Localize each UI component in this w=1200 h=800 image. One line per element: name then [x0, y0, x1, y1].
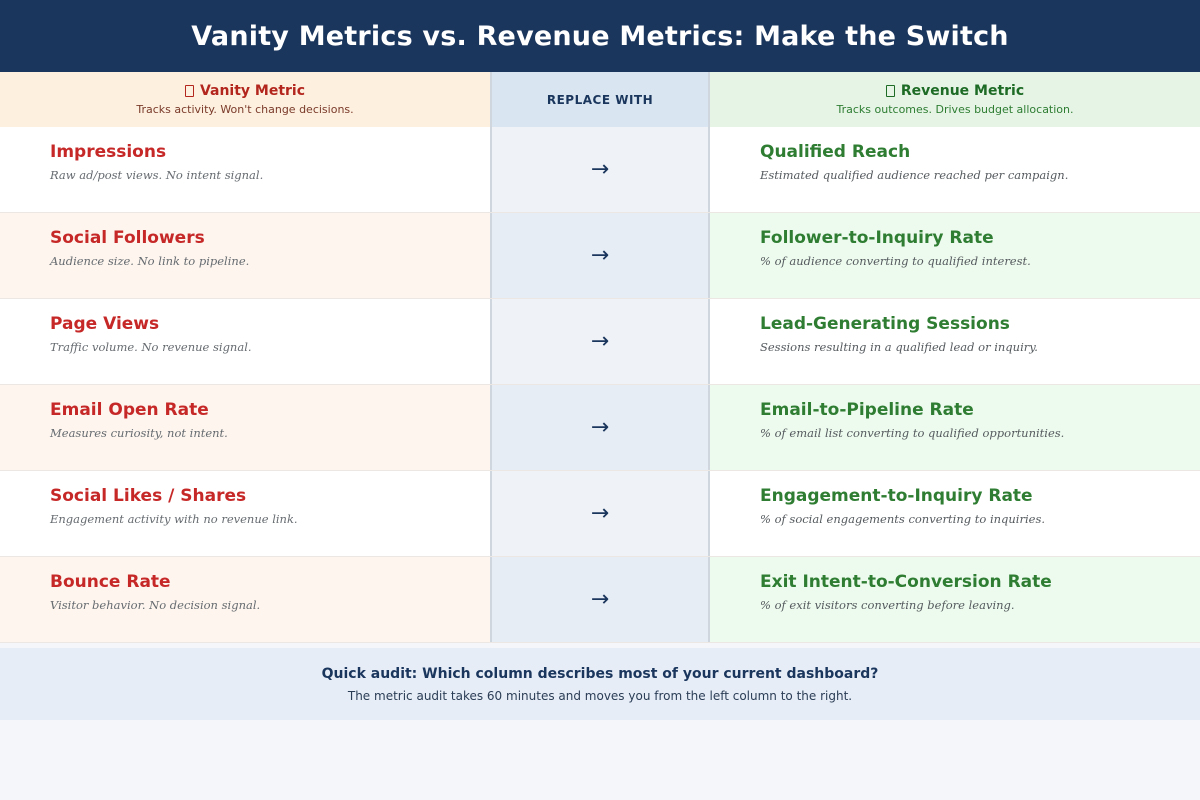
table-row: Email Open Rate Measures curiosity, not …: [0, 385, 1200, 471]
revenue-metric-name: Email-to-Pipeline Rate: [760, 400, 974, 420]
replace-column-header: REPLACE WITH: [490, 72, 710, 127]
audit-question: Quick audit: Which column describes most…: [321, 665, 879, 682]
vanity-metric-description: Raw ad/post views. No intent signal.: [50, 168, 264, 182]
table-header: Vanity Metric Tracks activity. Won't cha…: [0, 72, 1200, 127]
vanity-cell: Email Open Rate Measures curiosity, not …: [0, 385, 490, 470]
vanity-metric-description: Audience size. No link to pipeline.: [50, 254, 250, 268]
vanity-cell: Page Views Traffic volume. No revenue si…: [0, 299, 490, 384]
revenue-cell: Exit Intent-to-Conversion Rate % of exit…: [710, 557, 1200, 642]
table-row: Impressions Raw ad/post views. No intent…: [0, 127, 1200, 213]
audit-subtext: The metric audit takes 60 minutes and mo…: [347, 688, 853, 703]
vanity-metric-description: Visitor behavior. No decision signal.: [50, 598, 261, 612]
vanity-metric-name: Impressions: [50, 142, 167, 162]
revenue-metric-description: Sessions resulting in a qualified lead o…: [760, 340, 1038, 354]
arrow-cell: →: [490, 471, 710, 556]
arrow-cell: →: [490, 213, 710, 298]
vanity-metric-description: Traffic volume. No revenue signal.: [50, 340, 252, 354]
vanity-metric-name: Page Views: [50, 314, 160, 334]
revenue-cell: Lead-Generating Sessions Sessions result…: [710, 299, 1200, 384]
revenue-metric-description: % of exit visitors converting before lea…: [760, 598, 1015, 612]
revenue-metric-name: Lead-Generating Sessions: [760, 314, 1010, 334]
vanity-metric-name: Bounce Rate: [50, 572, 171, 592]
table-row: Social Likes / Shares Engagement activit…: [0, 471, 1200, 557]
page-title: Vanity Metrics vs. Revenue Metrics: Make…: [0, 0, 1200, 72]
arrow-cell: →: [490, 557, 710, 642]
vanity-metric-description: Measures curiosity, not intent.: [50, 426, 228, 440]
vanity-metric-name: Email Open Rate: [50, 400, 209, 420]
missing-glyph-icon: [184, 85, 194, 97]
revenue-metric-description: % of email list converting to qualified …: [760, 426, 1065, 440]
vanity-cell: Social Followers Audience size. No link …: [0, 213, 490, 298]
vanity-cell: Bounce Rate Visitor behavior. No decisio…: [0, 557, 490, 642]
revenue-header-subtitle: Tracks outcomes. Drives budget allocatio…: [836, 103, 1074, 116]
revenue-metric-description: % of audience converting to qualified in…: [760, 254, 1031, 268]
arrow-right-icon: →: [590, 501, 610, 526]
revenue-column-header: Revenue Metric Tracks outcomes. Drives b…: [710, 72, 1200, 127]
arrow-right-icon: →: [590, 243, 610, 268]
revenue-cell: Follower-to-Inquiry Rate % of audience c…: [710, 213, 1200, 298]
arrow-cell: →: [490, 127, 710, 212]
replace-header-label: REPLACE WITH: [546, 92, 654, 107]
revenue-metric-name: Engagement-to-Inquiry Rate: [760, 486, 1033, 506]
arrow-right-icon: →: [590, 157, 610, 182]
vanity-header-subtitle: Tracks activity. Won't change decisions.: [136, 103, 354, 116]
table-row: Social Followers Audience size. No link …: [0, 213, 1200, 299]
revenue-metric-description: Estimated qualified audience reached per…: [760, 168, 1069, 182]
revenue-metric-description: % of social engagements converting to in…: [760, 512, 1046, 526]
revenue-metric-name: Follower-to-Inquiry Rate: [760, 228, 994, 248]
vanity-metric-name: Social Followers: [50, 228, 205, 248]
audit-callout: Quick audit: Which column describes most…: [0, 648, 1200, 720]
vanity-column-header: Vanity Metric Tracks activity. Won't cha…: [0, 72, 490, 127]
revenue-cell: Qualified Reach Estimated qualified audi…: [710, 127, 1200, 212]
vanity-metric-name: Social Likes / Shares: [50, 486, 247, 506]
arrow-right-icon: →: [590, 587, 610, 612]
comparison-table: Vanity Metric Tracks activity. Won't cha…: [0, 72, 1200, 643]
arrow-cell: →: [490, 299, 710, 384]
vanity-cell: Social Likes / Shares Engagement activit…: [0, 471, 490, 556]
vanity-metric-description: Engagement activity with no revenue link…: [50, 512, 298, 526]
revenue-header-title: Revenue Metric: [900, 83, 1025, 99]
table-row: Page Views Traffic volume. No revenue si…: [0, 299, 1200, 385]
revenue-cell: Email-to-Pipeline Rate % of email list c…: [710, 385, 1200, 470]
revenue-metric-name: Qualified Reach: [760, 142, 911, 162]
revenue-cell: Engagement-to-Inquiry Rate % of social e…: [710, 471, 1200, 556]
missing-glyph-icon: [885, 85, 895, 97]
revenue-metric-name: Exit Intent-to-Conversion Rate: [760, 572, 1052, 592]
arrow-right-icon: →: [590, 415, 610, 440]
arrow-right-icon: →: [590, 329, 610, 354]
arrow-cell: →: [490, 385, 710, 470]
table-row: Bounce Rate Visitor behavior. No decisio…: [0, 557, 1200, 643]
vanity-header-title: Vanity Metric: [199, 83, 306, 99]
vanity-cell: Impressions Raw ad/post views. No intent…: [0, 127, 490, 212]
